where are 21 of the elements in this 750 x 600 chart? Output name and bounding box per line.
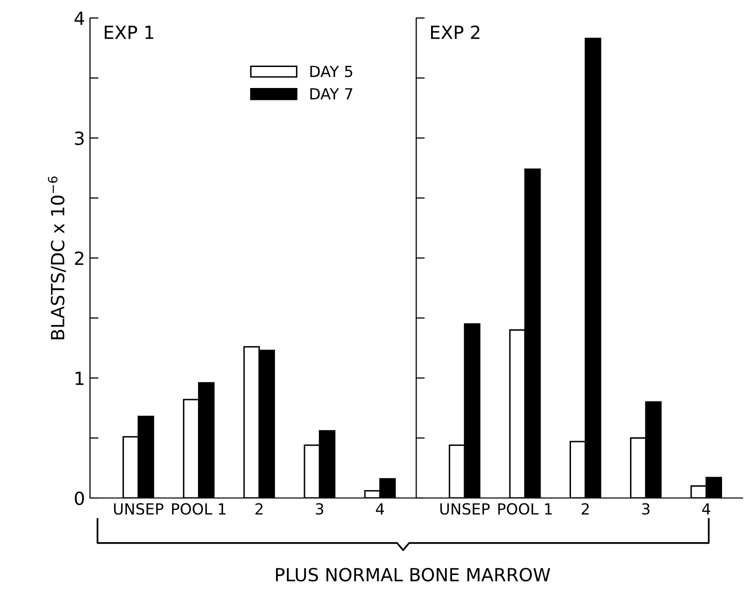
- y-axis-title: BLASTS/DC x 10$^{−6}$: [48, 176, 66, 340]
- x-tick-label: 2: [582, 503, 589, 514]
- x-tick-label: POOL 1: [498, 503, 552, 515]
- x-tick-label: 2: [255, 503, 262, 514]
- y-tick-label: 3: [75, 131, 84, 146]
- legend-label: DAY 7: [310, 88, 352, 100]
- text: PLUS NORMAL BONE MARROW: [276, 568, 550, 582]
- y-tick-label: 1: [76, 372, 84, 385]
- y-tick-label: 0: [74, 491, 84, 506]
- x-tick-label: 4: [702, 503, 710, 514]
- x-tick-label: UNSEP: [114, 503, 164, 515]
- x-tick-label: 4: [376, 503, 384, 514]
- x-tick-label: POOL 1: [172, 503, 226, 515]
- y-tick-label: 4: [74, 12, 84, 25]
- y-tick-label: 2: [74, 251, 84, 265]
- chart-title: EXP 1: [104, 26, 154, 39]
- x-tick-label: UNSEP: [440, 503, 490, 515]
- x-tick-label: 3: [642, 503, 650, 515]
- x-tick-label: 3: [316, 503, 324, 515]
- legend-label: DAY 5: [310, 66, 352, 78]
- chart-title: EXP 2: [431, 26, 480, 39]
